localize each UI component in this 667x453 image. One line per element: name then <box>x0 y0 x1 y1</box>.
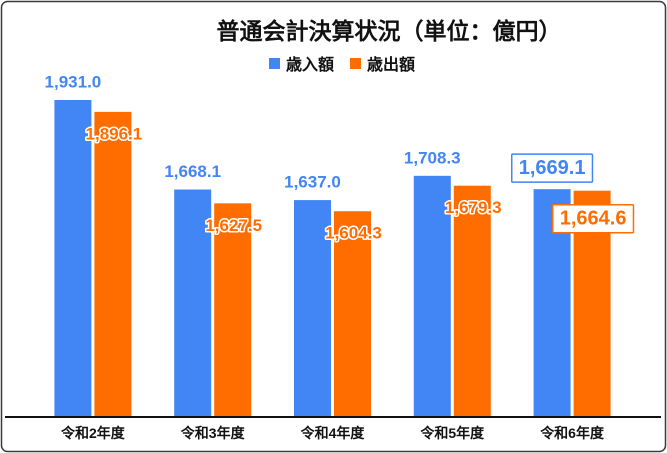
revenue-bar <box>294 200 331 417</box>
expenditure-value-label: 1,896.1 <box>86 124 143 143</box>
expenditure-value-label: 1,664.6 <box>560 208 627 230</box>
revenue-bar <box>54 99 92 417</box>
data-labels: 1,931.0 1,896.1 1,668.1 1,627.5 1,637.0 1,604… <box>43 71 635 244</box>
revenue-value-label: 1,931.0 <box>45 72 102 91</box>
revenue-value-highlight-box <box>510 153 594 183</box>
expenditure-value-highlight-box <box>551 203 635 234</box>
x-tick-label: 令和5年度 <box>419 425 485 441</box>
expenditure-bar <box>453 185 491 417</box>
expenditure-bar <box>334 211 371 417</box>
bars <box>54 99 611 417</box>
revenue-value-label: 1,708.3 <box>404 148 461 167</box>
legend: 歳入額 歳出額 <box>269 55 415 74</box>
revenue-value-label-group: 1,708.3 <box>402 147 462 169</box>
chart-title: 普通会計決算状況（単位：億円） <box>217 18 562 44</box>
expenditure-value-label: 1,604.3 <box>325 224 382 243</box>
expenditure-value-label: 1,627.5 <box>205 216 262 235</box>
x-tick-label: 令和4年度 <box>300 425 366 441</box>
expenditure-value-label-group: 1,679.3 <box>443 197 503 219</box>
expenditure-value-label-group: 1,627.5 <box>204 214 264 236</box>
expenditure-bar <box>214 203 252 417</box>
x-axis-ticks: 令和2年度 令和3年度 令和4年度 令和5年度 令和6年度 <box>60 425 605 441</box>
legend-label-expenditure: 歳出額 <box>367 55 415 74</box>
expenditure-value-label-group: 1,664.6 <box>551 203 635 234</box>
expenditure-value-label-group: 1,896.1 <box>84 123 144 145</box>
revenue-value-label-group: 1,637.0 <box>283 171 343 193</box>
legend-swatch-expenditure <box>350 58 361 69</box>
expenditure-value-label-group: 1,604.3 <box>324 222 384 244</box>
x-tick-label: 令和6年度 <box>539 425 605 441</box>
legend-swatch-revenue <box>269 58 280 69</box>
revenue-value-label: 1,668.1 <box>164 162 221 181</box>
revenue-value-label-group: 1,668.1 <box>163 161 223 183</box>
x-tick-label: 令和3年度 <box>180 425 246 441</box>
legend-label-revenue: 歳入額 <box>286 55 334 74</box>
revenue-bar <box>413 175 451 417</box>
revenue-value-label-group: 1,931.0 <box>43 71 103 93</box>
revenue-value-label: 1,669.1 <box>519 157 586 179</box>
expenditure-bar <box>94 111 132 417</box>
revenue-bar <box>174 189 212 417</box>
revenue-value-label-group: 1,669.1 <box>510 153 594 183</box>
x-tick-label: 令和2年度 <box>60 425 126 441</box>
revenue-value-label: 1,637.0 <box>284 173 341 192</box>
expenditure-value-label: 1,679.3 <box>445 198 502 217</box>
